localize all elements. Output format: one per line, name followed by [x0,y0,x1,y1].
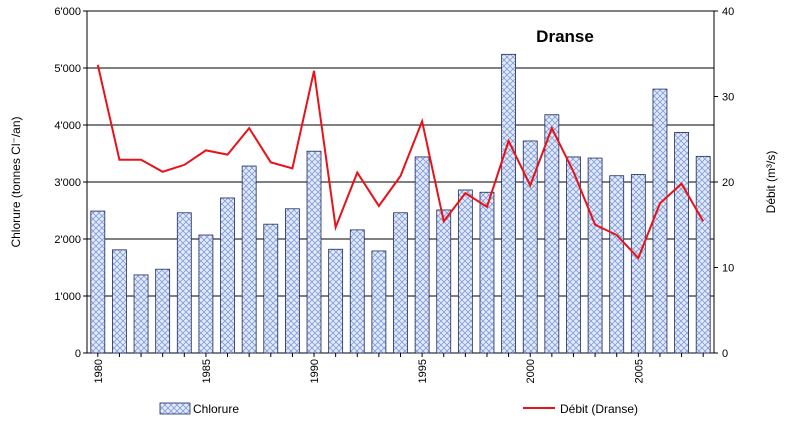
bar [112,249,127,354]
y-tick-label: 0 [75,348,81,360]
bar [393,212,408,354]
bar [479,191,495,354]
y-axis-label: Chlorure (tonnes Cl⁻/an) [9,116,23,247]
legend-label: Chlorure [193,402,239,416]
bar [90,210,106,354]
bar [349,229,365,354]
bar [198,234,214,354]
x-tick-label: 2000 [525,359,537,383]
bar [371,250,387,354]
bar [263,223,279,354]
bar [241,165,257,354]
bar [630,174,646,354]
y-tick-label: 4'000 [54,120,81,132]
bar [674,132,689,354]
x-tick-label: 1980 [93,359,105,383]
legend-label: Débit (Dranse) [560,402,638,416]
y-tick-label: 2'000 [54,234,81,246]
y2-tick-label: 0 [722,348,728,360]
bar [695,155,711,354]
y2-tick-label: 10 [722,263,734,275]
y2-tick-label: 30 [722,92,734,104]
x-tick-label: 1985 [201,359,213,383]
bar [220,197,235,354]
bar [587,157,603,354]
y2-tick-label: 40 [722,6,734,18]
bar [133,274,149,354]
y-tick-label: 3'000 [54,177,81,189]
y2-axis-label: Débit (m³/s) [764,151,778,214]
bar [176,212,192,354]
x-tick-label: 1995 [417,359,429,383]
bar [501,53,517,354]
bar [544,114,560,354]
bar [306,150,322,354]
bar [284,208,300,354]
y-tick-label: 5'000 [54,63,81,75]
x-tick-label: 2005 [633,359,645,383]
bar [652,88,668,354]
bar [609,175,625,354]
bar [457,189,473,354]
legend-swatch [159,402,191,415]
bar [155,268,171,354]
y2-tick-label: 20 [722,177,734,189]
line [96,64,705,260]
y-tick-label: 6'000 [54,6,81,18]
x-tick-label: 1990 [309,359,321,383]
chart-title: Dranse [536,27,594,46]
bar [436,209,452,354]
bar [328,248,344,354]
y-tick-label: 1'000 [54,291,81,303]
bar [414,156,430,354]
